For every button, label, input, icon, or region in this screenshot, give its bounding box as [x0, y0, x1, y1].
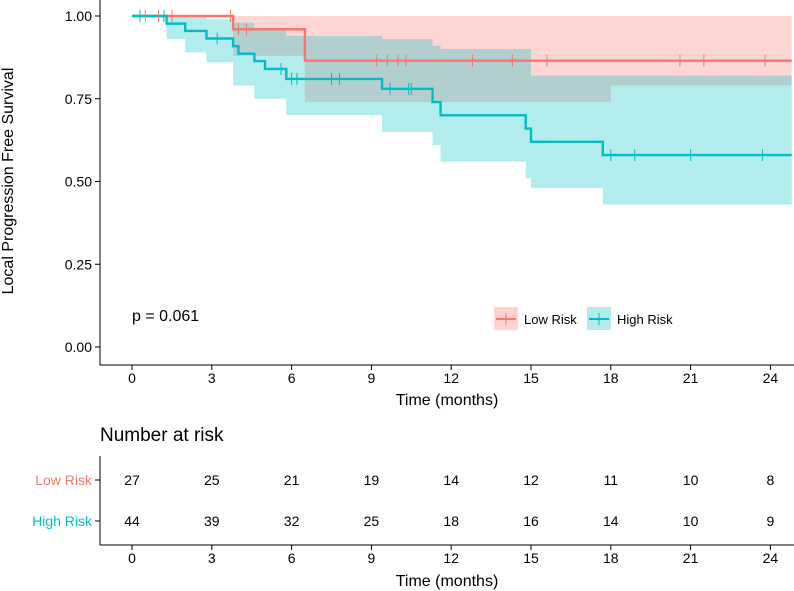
risk-row-label-high-risk: High Risk — [32, 513, 93, 529]
x-axis-ticks: 0 3 6 9 12 15 18 21 24 — [128, 365, 778, 386]
x-tick-label: 24 — [763, 370, 779, 386]
risk-cell-low-risk: 8 — [767, 472, 775, 488]
y-axis-title: Local Progression Free Survival — [0, 68, 17, 295]
risk-x-tick-label: 3 — [208, 550, 216, 566]
confidence-bands — [132, 16, 792, 205]
risk-x-tick-label: 18 — [603, 550, 619, 566]
risk-cell-high-risk: 44 — [124, 513, 140, 529]
risk-x-tick-label: 6 — [288, 550, 296, 566]
risk-table: Number at risk Low Risk High Risk 27 25 21 1… — [32, 425, 794, 590]
risk-cell-low-risk: 27 — [124, 472, 140, 488]
risk-cell-high-risk: 10 — [683, 513, 699, 529]
survival-curve-low-risk — [132, 14, 792, 62]
risk-x-tick-label: 9 — [368, 550, 376, 566]
y-tick-label: 0.75 — [65, 91, 92, 107]
x-tick-label: 6 — [288, 370, 296, 386]
risk-x-tick-label: 24 — [763, 550, 779, 566]
y-tick-label: 0.50 — [65, 174, 92, 190]
x-tick-label: 12 — [443, 370, 459, 386]
risk-x-tick-label: 12 — [443, 550, 459, 566]
risk-cell-high-risk: 9 — [767, 513, 775, 529]
y-tick-label: 1.00 — [65, 8, 92, 24]
legend: Low Risk High Risk — [494, 307, 673, 330]
risk-cell-low-risk: 19 — [364, 472, 380, 488]
risk-cell-low-risk: 12 — [523, 472, 539, 488]
risk-cell-high-risk: 16 — [523, 513, 539, 529]
risk-table-x-axis-title: Time (months) — [396, 573, 499, 590]
ci-band-high-risk — [132, 16, 792, 205]
y-tick-label: 0.25 — [65, 256, 92, 272]
risk-row-label-low-risk: Low Risk — [35, 472, 93, 488]
y-axis-ticks: 0.00 0.25 0.50 0.75 1.00 — [65, 8, 100, 355]
x-axis-title: Time (months) — [396, 392, 499, 409]
legend-low-risk-label: Low Risk — [524, 312, 577, 327]
risk-table-title: Number at risk — [100, 425, 224, 446]
risk-cell-low-risk: 14 — [443, 472, 459, 488]
y-tick-label: 0.00 — [65, 339, 92, 355]
risk-cell-low-risk: 11 — [604, 472, 619, 488]
x-tick-label: 18 — [603, 370, 619, 386]
x-tick-label: 15 — [523, 370, 539, 386]
risk-cell-high-risk: 39 — [204, 513, 220, 529]
risk-table-cells: 27 25 21 19 14 12 11 10 8 44 39 32 25 18 16 14 10 9 — [124, 472, 774, 529]
risk-cell-high-risk: 32 — [284, 513, 300, 529]
risk-cell-low-risk: 10 — [683, 472, 699, 488]
survival-curve-high-risk — [132, 14, 792, 157]
ci-band-low-risk — [132, 16, 792, 103]
x-tick-label: 9 — [368, 370, 376, 386]
risk-x-tick-label: 21 — [683, 550, 699, 566]
x-tick-label: 3 — [208, 370, 216, 386]
risk-cell-high-risk: 25 — [364, 513, 380, 529]
survival-curves — [132, 14, 792, 157]
risk-table-x-ticks: 0 3 6 9 12 15 18 21 24 — [128, 545, 778, 566]
risk-cell-high-risk: 14 — [603, 513, 619, 529]
risk-x-tick-label: 0 — [128, 550, 136, 566]
censor-marks — [139, 10, 766, 162]
legend-high-risk-label: High Risk — [617, 312, 673, 327]
p-value-annotation: p = 0.061 — [132, 308, 199, 325]
risk-cell-high-risk: 18 — [443, 513, 459, 529]
risk-cell-low-risk: 25 — [204, 472, 220, 488]
survival-plot: 0.00 0.25 0.50 0.75 1.00 0 3 6 9 12 15 18 21 24 Loca… — [0, 0, 794, 409]
risk-x-tick-label: 15 — [523, 550, 539, 566]
x-tick-label: 0 — [128, 370, 136, 386]
risk-table-row-labels: Low Risk High Risk — [32, 472, 100, 529]
risk-cell-low-risk: 21 — [284, 472, 300, 488]
x-tick-label: 21 — [683, 370, 699, 386]
